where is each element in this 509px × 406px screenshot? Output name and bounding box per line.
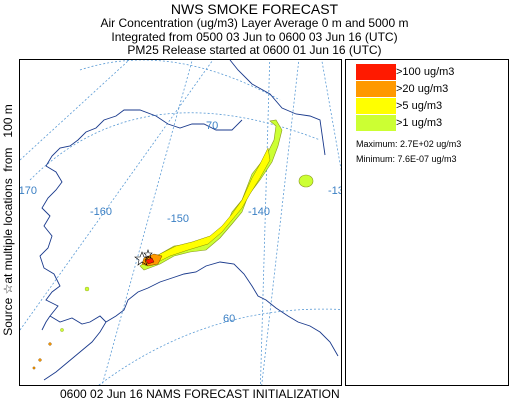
source-label-part1: Source ☆ (1, 283, 15, 336)
release-subtitle: PM25 Release started at 0600 01 Jun 16 (… (127, 43, 382, 57)
legend-swatch (356, 98, 396, 114)
map-title: NWS SMOKE FORECAST (170, 1, 339, 17)
legend-item: >100 ug/m3 (356, 64, 454, 80)
concentration-subtitle: Air Concentration (ug/m3) Layer Average … (100, 16, 409, 30)
meridian-line (261, 60, 300, 385)
plume-over-100 (145, 257, 155, 265)
graticule (20, 60, 341, 385)
source-star-icon (143, 249, 153, 259)
source-label-part3: from 100 m (1, 104, 15, 179)
alaska-coastline (39, 60, 339, 381)
forecast-initialization: 0600 02 Jun 16 NAMS FORECAST INITIALIZAT… (60, 387, 340, 401)
lon-label: -160 (90, 206, 112, 218)
island-outline (41, 315, 51, 331)
graticule-labels: -170 -160 -150 -140 -130 70 60 (20, 120, 341, 325)
minimum-value: Minimum: 7.6E-07 ug/m3 (356, 154, 457, 164)
legend-label: >5 ug/m3 (396, 100, 443, 112)
parallel-70 (29, 112, 321, 181)
parallel-outer (79, 60, 281, 101)
legend-panel: >100 ug/m3 >20 ug/m3 >5 ug/m3 >1 ug/m3 M… (345, 59, 509, 386)
legend-swatch (356, 64, 396, 80)
map-panel[interactable]: -170 -160 -150 -140 -130 70 60 (19, 59, 342, 386)
source-markers (134, 249, 153, 266)
smoke-plume (32, 119, 314, 370)
land-outline (39, 60, 339, 381)
meridian-line (260, 60, 271, 385)
plume-speck (32, 366, 36, 370)
legend-item: >20 ug/m3 (356, 81, 448, 97)
lat-label: 60 (223, 313, 235, 325)
lon-label: -140 (248, 206, 270, 218)
lon-label: -130 (328, 185, 341, 197)
meridian-line (20, 60, 130, 161)
meridian-line (321, 60, 341, 172)
legend-swatch (356, 81, 396, 97)
legend-swatch (356, 115, 396, 131)
legend-label: >20 ug/m3 (396, 83, 449, 95)
lon-label: -150 (167, 213, 189, 225)
lon-label: -170 (20, 185, 37, 197)
legend-label: >100 ug/m3 (396, 66, 455, 78)
parallel-60 (98, 308, 341, 385)
meridian-line (20, 60, 214, 331)
plume-speck (38, 358, 42, 362)
maximum-value: Maximum: 2.7E+02 ug/m3 (356, 139, 462, 149)
legend-label: >1 ug/m3 (396, 117, 443, 129)
legend-item: >5 ug/m3 (356, 98, 442, 114)
plume-speck (60, 328, 64, 332)
plume-speck (84, 286, 90, 292)
source-label-part2: at multiple locations (1, 178, 15, 284)
integration-subtitle: Integrated from 0500 03 Jun to 0600 03 J… (111, 30, 398, 44)
plume-isolated-blob (298, 174, 314, 188)
lat-label: 70 (206, 120, 218, 132)
source-side-label: Source ☆ at multiple locations from 100 … (1, 34, 17, 406)
plume-speck (48, 342, 52, 346)
smoke-map[interactable]: -170 -160 -150 -140 -130 70 60 (20, 60, 341, 385)
meridian-line (101, 60, 193, 385)
plume-over-1 (139, 119, 283, 271)
legend-item: >1 ug/m3 (356, 115, 442, 131)
